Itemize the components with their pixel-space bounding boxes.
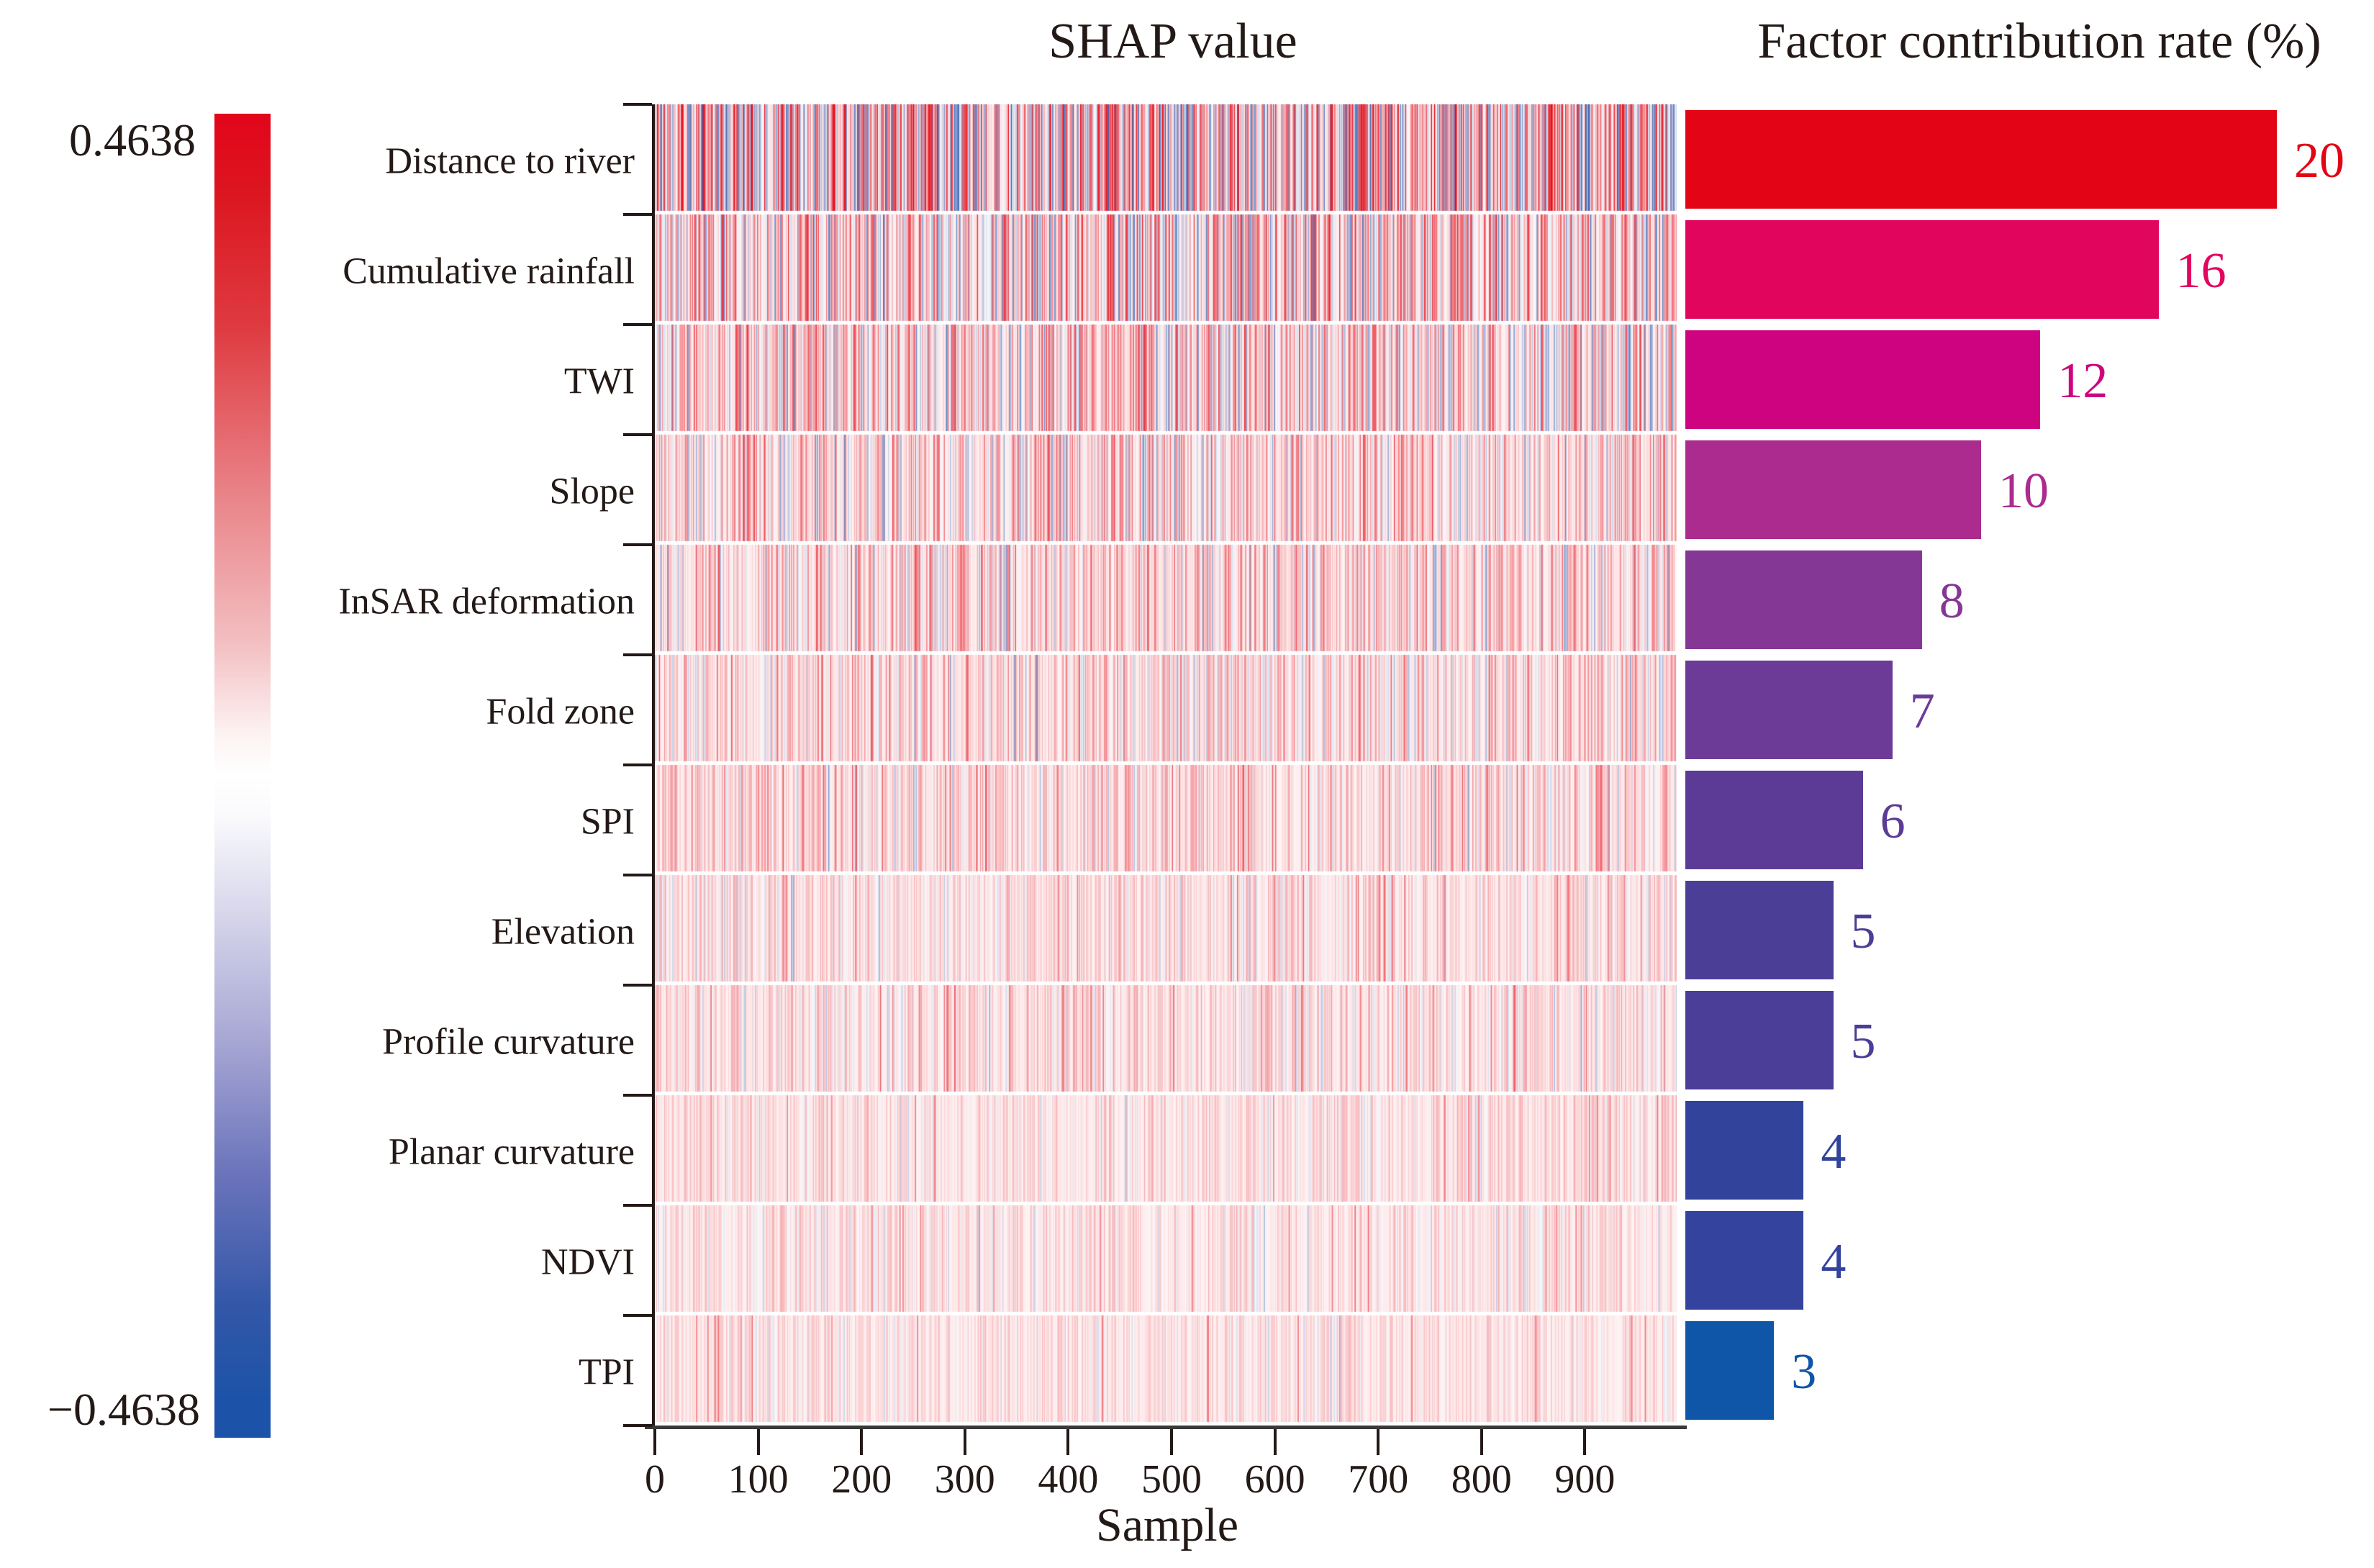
bar-value-label: 20 bbox=[2294, 132, 2344, 189]
x-axis-tick bbox=[1583, 1429, 1587, 1455]
x-axis-tick-label: 200 bbox=[831, 1457, 892, 1502]
contribution-bar-planar-curvature bbox=[1685, 1101, 1804, 1200]
row-label-slope: Slope bbox=[549, 471, 635, 512]
contribution-bar-cumulative-rainfall bbox=[1685, 220, 2159, 319]
bar-value-label: 7 bbox=[1909, 683, 1935, 739]
contribution-bar-tpi bbox=[1685, 1321, 1775, 1420]
row-label-insar-deformation: InSAR deformation bbox=[338, 581, 635, 622]
x-axis-tick-label: 100 bbox=[728, 1457, 789, 1502]
x-axis-tick-label: 400 bbox=[1038, 1457, 1099, 1502]
y-axis-tick bbox=[623, 1204, 652, 1207]
bar-value-label: 12 bbox=[2057, 353, 2108, 409]
bar-value-label: 8 bbox=[1939, 573, 1965, 629]
x-axis-tick bbox=[653, 1429, 656, 1455]
x-axis-tick-label: 500 bbox=[1141, 1457, 1202, 1502]
x-axis-tick-label: 0 bbox=[645, 1457, 665, 1502]
y-axis-tick bbox=[623, 1314, 652, 1317]
y-axis-tick bbox=[623, 763, 652, 766]
x-axis-tick-label: 700 bbox=[1348, 1457, 1409, 1502]
colorbar-min-label: −0.4638 bbox=[47, 1384, 200, 1435]
y-axis-tick bbox=[623, 433, 652, 436]
y-axis-tick bbox=[623, 653, 652, 656]
row-label-spi: SPI bbox=[580, 801, 635, 842]
row-label-twi: TWI bbox=[563, 361, 635, 402]
y-axis-tick bbox=[623, 323, 652, 326]
contribution-bar-slope bbox=[1685, 440, 1981, 539]
x-axis-tick bbox=[1480, 1429, 1483, 1455]
x-axis-tick-label: 600 bbox=[1244, 1457, 1305, 1502]
y-axis-tick bbox=[623, 1424, 652, 1427]
bar-value-label: 5 bbox=[1850, 903, 1876, 959]
row-label-ndvi: NDVI bbox=[541, 1241, 635, 1282]
contribution-bar-elevation bbox=[1685, 881, 1834, 979]
x-axis-tick bbox=[860, 1429, 864, 1455]
x-axis-tick bbox=[1273, 1429, 1277, 1455]
y-axis-tick bbox=[623, 874, 652, 876]
row-label-elevation: Elevation bbox=[491, 911, 635, 952]
x-axis-tick bbox=[1170, 1429, 1173, 1455]
bar-value-label: 16 bbox=[2175, 243, 2226, 299]
bar-value-label: 3 bbox=[1791, 1343, 1817, 1400]
contribution-bar-profile-curvature bbox=[1685, 991, 1834, 1089]
contribution-bar-fold-zone bbox=[1685, 661, 1893, 759]
heatmap-y-axis-line bbox=[652, 104, 655, 1428]
row-label-planar-curvature: Planar curvature bbox=[388, 1131, 635, 1172]
y-axis-tick bbox=[623, 1094, 652, 1097]
y-axis-tick bbox=[623, 984, 652, 987]
colorbar-max-label: 0.4638 bbox=[69, 114, 196, 166]
bar-value-label: 6 bbox=[1880, 793, 1906, 849]
x-axis-tick bbox=[1377, 1429, 1380, 1455]
heatmap-title: SHAP value bbox=[1048, 14, 1297, 69]
contribution-bar-spi bbox=[1685, 771, 1863, 869]
bar-value-label: 10 bbox=[1998, 463, 2049, 519]
bar-value-label: 5 bbox=[1850, 1013, 1876, 1069]
contribution-bar-distance-to-river bbox=[1685, 110, 2277, 209]
x-axis-tick-label: 300 bbox=[934, 1457, 995, 1502]
row-label-fold-zone: Fold zone bbox=[486, 691, 635, 732]
shap-colorbar bbox=[214, 114, 271, 1438]
y-axis-tick bbox=[623, 103, 652, 106]
shap-heatmap-canvas bbox=[655, 104, 1677, 1426]
x-axis-title: Sample bbox=[1096, 1499, 1238, 1551]
contribution-bar-ndvi bbox=[1685, 1211, 1804, 1310]
bar-value-label: 4 bbox=[1821, 1123, 1847, 1179]
row-label-tpi: TPI bbox=[579, 1351, 635, 1392]
bar-value-label: 4 bbox=[1821, 1233, 1847, 1290]
x-axis-tick bbox=[963, 1429, 966, 1455]
row-label-cumulative-rainfall: Cumulative rainfall bbox=[343, 250, 635, 291]
y-axis-tick bbox=[623, 213, 652, 216]
y-axis-tick bbox=[623, 543, 652, 546]
contribution-bar-insar-deformation bbox=[1685, 550, 1922, 649]
row-label-profile-curvature: Profile curvature bbox=[382, 1021, 635, 1062]
row-label-distance-to-river: Distance to river bbox=[385, 140, 635, 181]
x-axis-tick-label: 900 bbox=[1554, 1457, 1616, 1502]
x-axis-tick-label: 800 bbox=[1451, 1457, 1512, 1502]
bar-chart-title: Factor contribution rate (%) bbox=[1757, 14, 2321, 69]
heatmap-x-axis-line bbox=[645, 1426, 1687, 1429]
x-axis-tick bbox=[756, 1429, 760, 1455]
x-axis-tick bbox=[1066, 1429, 1070, 1455]
contribution-bar-twi bbox=[1685, 330, 2041, 429]
